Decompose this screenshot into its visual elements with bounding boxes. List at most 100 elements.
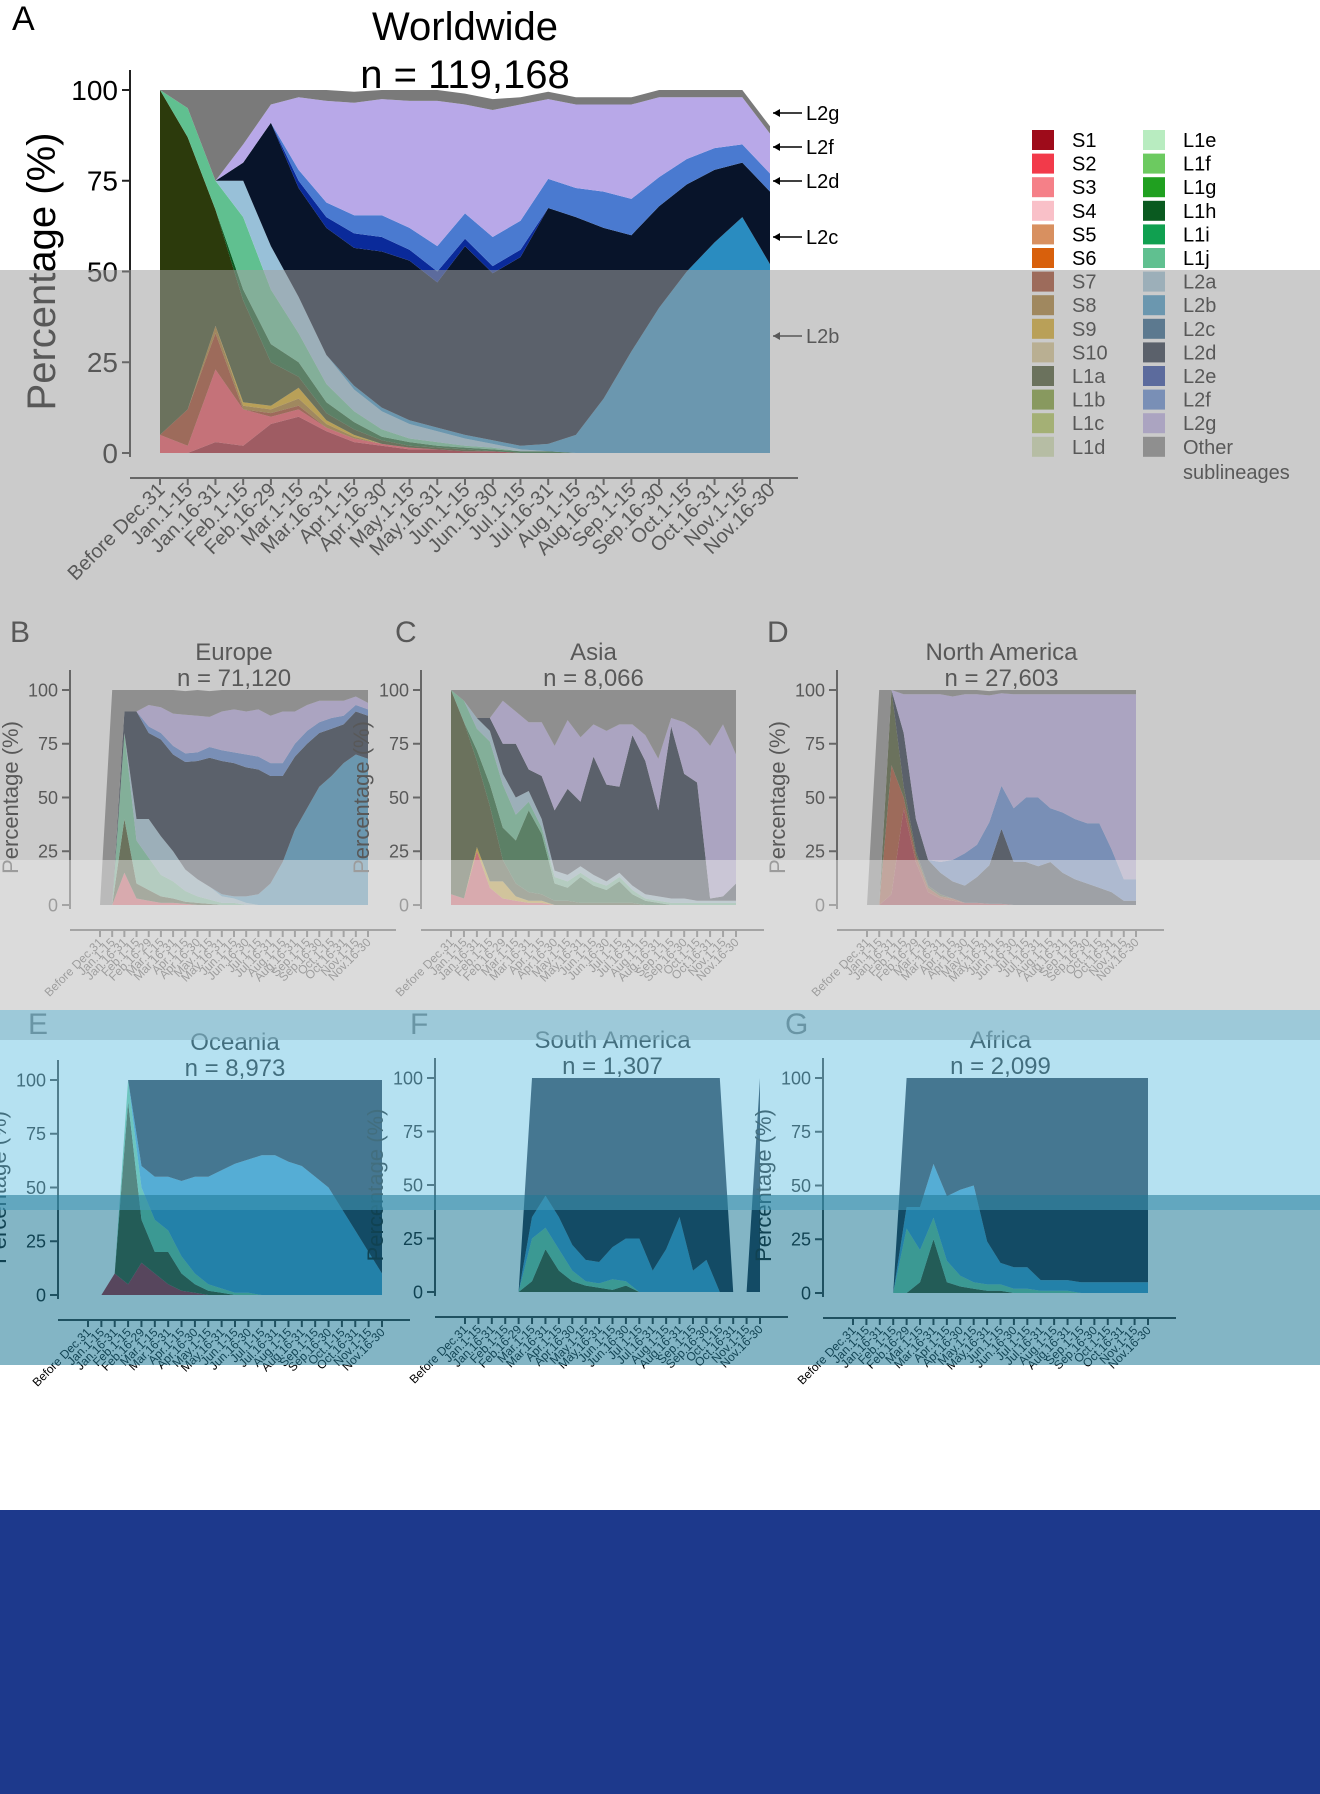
chart-title: Europe [195,639,272,666]
legend-swatch [1143,224,1165,245]
legend-label: S1 [1072,130,1096,152]
arrow-label-l2b: L2b [806,326,839,348]
legend-swatch [1032,224,1054,245]
y-tick-label: 50 [805,788,825,808]
legend-swatch [1143,177,1165,198]
legend-swatch [1143,413,1165,434]
y-tick-label: 75 [87,166,118,197]
area-layer [853,1078,1148,1293]
area-layer [160,90,770,453]
y-axis-label: Percentage (%) [751,1109,776,1262]
area-l2f [160,90,770,272]
legend-item-l1d: L1d [1032,436,1105,459]
y-tick-label: 25 [403,1229,423,1249]
legend-swatch [1032,389,1054,410]
arrowhead-l2c [773,233,780,241]
chart-subtitle: n = 2,099 [950,1053,1051,1080]
legend-swatch [1143,153,1165,174]
y-axis-label: Percentage (%) [349,721,374,874]
legend-item-l1c: L1c [1032,413,1104,435]
legend-swatch [1032,366,1054,386]
legend-item-l1j: L1j [1143,248,1210,270]
y-tick-label: 25 [87,347,118,378]
legend-item-l2d: L2d [1143,342,1216,364]
y-tick-label: 50 [403,1175,423,1195]
legend-item-l2g: L2g [1143,413,1216,435]
y-tick-label: 100 [16,1070,46,1090]
legend-swatch [1143,436,1165,457]
y-tick-label: 100 [393,1068,423,1088]
legend-item-other-sublineages: Other sublineages [1143,436,1290,484]
panel-letter: C [395,616,417,649]
legend-label: S6 [1072,248,1096,270]
y-axis-label: Percentage (%) [20,133,64,411]
legend-label: L2d [1183,342,1216,364]
legend-label: sublineages [1183,462,1290,484]
y-tick-label: 25 [38,842,58,862]
legend-label: L2c [1183,319,1215,341]
legend-item-l2e: L2e [1143,366,1216,388]
y-tick-label: 0 [48,895,58,915]
legend-swatch [1032,271,1054,292]
y-tick-label: 100 [28,680,58,700]
y-tick-label: 75 [791,1122,811,1142]
y-tick-label: 0 [801,1283,811,1303]
legend-item-l1h: L1h [1143,200,1216,223]
area-layer [451,690,736,905]
legend-label: L2g [1183,413,1216,435]
legend-item-l2c: L2c [1143,318,1215,341]
y-tick-label: 75 [403,1122,423,1142]
legend-swatch [1032,295,1054,316]
legend-swatch [1032,318,1054,339]
y-axis-label: Percentage (%) [363,1109,388,1262]
arrow-label-l2d: L2d [806,171,839,193]
arrow-label-l2g: L2g [806,103,839,125]
y-tick-label: 0 [815,895,825,915]
area-layer [465,1078,760,1292]
legend-swatch [1032,248,1054,268]
legend-label: L1e [1183,130,1216,152]
legend-label: L2f [1183,390,1211,412]
y-tick-label: 0 [413,1282,423,1302]
legend-item-l1i: L1i [1143,224,1210,246]
legend-item-s3: S3 [1032,177,1096,199]
chart-subtitle: n = 119,168 [360,53,569,97]
legend-item-l2f: L2f [1143,389,1211,412]
y-tick-label: 0 [399,895,409,915]
legend-item-s10: S10 [1032,342,1108,364]
panel-letter: A [12,0,35,38]
chart-title: Asia [570,639,617,666]
legend-label: L2e [1183,366,1216,388]
legend-item-l1g: L1g [1143,177,1216,199]
legend-swatch [1143,130,1165,150]
legend-label: S8 [1072,295,1096,317]
legend-item-s2: S2 [1032,153,1096,176]
legend-swatch [1143,366,1165,386]
legend-swatch [1143,200,1165,221]
panel-letter: D [767,616,789,649]
y-axis-label: Percentage (%) [0,1111,11,1264]
area-layer [100,690,368,905]
y-tick-label: 25 [791,1230,811,1250]
chart-subtitle: n = 1,307 [562,1053,663,1080]
chart-subtitle: n = 71,120 [177,665,291,692]
legend-label: L2a [1183,272,1217,294]
legend-item-s7: S7 [1032,271,1096,294]
y-tick-label: 50 [389,788,409,808]
chart-subtitle: n = 27,603 [944,665,1058,692]
legend-label: L1a [1072,366,1106,388]
y-tick-label: 50 [87,256,118,287]
legend-swatch [1143,271,1165,292]
panel-letter: G [785,1008,808,1041]
legend-item-s5: S5 [1032,224,1096,246]
legend-label: S2 [1072,154,1096,176]
legend-label: S5 [1072,224,1096,246]
